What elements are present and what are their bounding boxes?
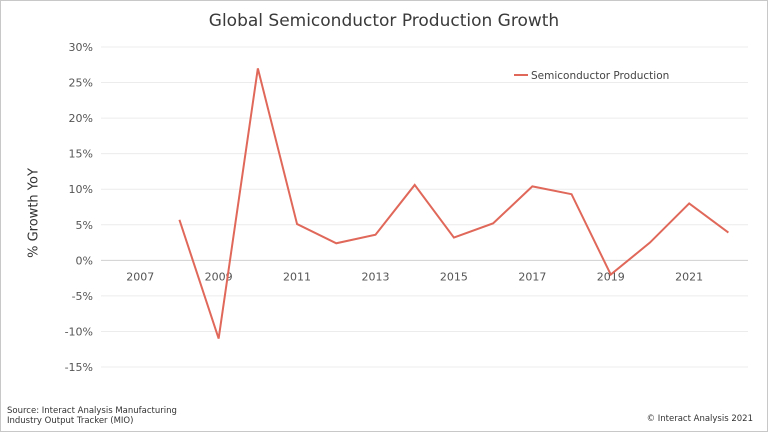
x-tick-label: 2017 (518, 270, 546, 283)
legend: Semiconductor Production (514, 70, 669, 82)
x-tick-label: 2021 (675, 270, 703, 283)
y-tick-label: 10% (69, 183, 93, 196)
source-note: Source: Interact Analysis Manufacturing … (7, 406, 177, 426)
x-tick-label: 2015 (440, 270, 468, 283)
x-tick-label: 2009 (205, 270, 233, 283)
y-tick-label: 15% (69, 148, 93, 161)
y-tick-label: 30% (69, 41, 93, 54)
series-layer (178, 68, 729, 339)
source-line-2: Industry Output Tracker (MIO) (7, 416, 134, 426)
y-tick-label: -10% (65, 325, 93, 338)
y-tick-label: -15% (65, 361, 93, 374)
y-tick-label: -5% (72, 290, 93, 303)
x-tick-label: 2019 (597, 270, 625, 283)
x-tick-label: 2013 (361, 270, 389, 283)
y-tick-labels: -15% -10% -5% 0% 5% 10% 15% 20% 25% 30% (65, 41, 93, 374)
y-tick-label: 25% (69, 77, 93, 90)
y-tick-label: 5% (76, 219, 93, 232)
x-tick-labels: 2007 2009 2011 2013 2015 2017 2019 2021 (126, 270, 703, 283)
legend-label: Semiconductor Production (531, 70, 669, 82)
y-tick-label: 20% (69, 112, 93, 125)
grid-lines (101, 46, 748, 368)
chart-title: Global Semiconductor Production Growth (208, 11, 560, 31)
y-tick-label: 0% (76, 254, 93, 267)
copyright-note: © Interact Analysis 2021 (646, 414, 753, 424)
x-tick-label: 2007 (126, 270, 154, 283)
source-line-1: Source: Interact Analysis Manufacturing (7, 406, 177, 416)
series-line (178, 68, 729, 339)
x-tick-label: 2011 (283, 270, 311, 283)
